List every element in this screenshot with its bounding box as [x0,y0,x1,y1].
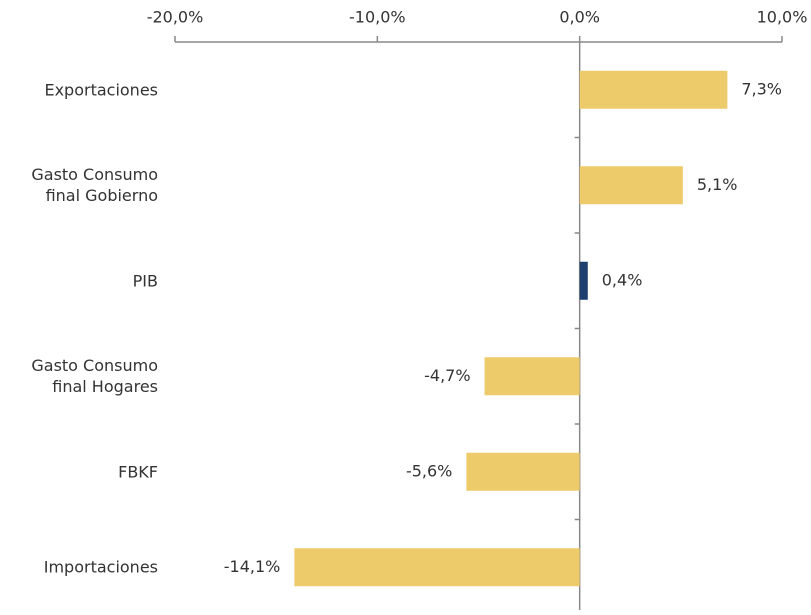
category-label: PIB [132,271,158,291]
value-label: -5,6% [406,461,452,480]
bar [466,452,580,491]
x-tick-label: -10,0% [349,8,406,27]
category-label: Importaciones [43,557,158,577]
category-label: Exportaciones [44,80,158,100]
value-label: 5,1% [697,175,738,194]
value-label: -4,7% [424,366,470,385]
bar [579,166,683,205]
bar [579,70,728,109]
bar [294,548,580,587]
value-label: 0,4% [602,270,643,289]
x-tick-label: -20,0% [147,8,204,27]
category-label: Gasto Consumo final Hogares [31,356,158,397]
x-tick-label: 10,0% [757,8,808,27]
bar [579,261,588,300]
x-tick-label: 0,0% [559,8,600,27]
category-label: Gasto Consumo final Gobierno [31,165,158,206]
category-label: FBKF [118,462,158,482]
value-label: 7,3% [741,79,782,98]
bar [484,357,580,396]
value-label: -14,1% [224,557,281,576]
